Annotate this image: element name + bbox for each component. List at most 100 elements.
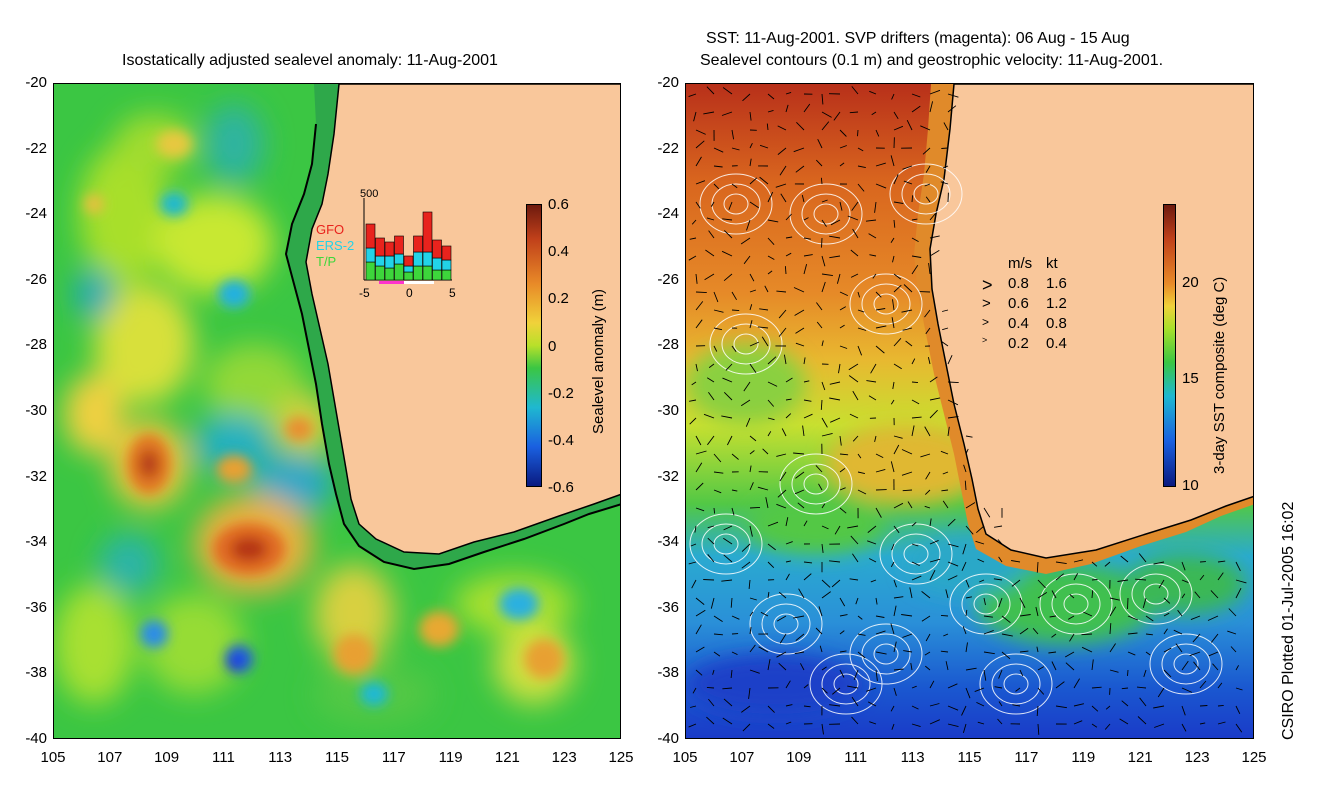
sealevel-cb-tick-0: 0.6 <box>548 196 569 213</box>
velocity-arrow <box>961 705 967 716</box>
velocity-arrow <box>1136 686 1147 689</box>
sealevel-contour <box>1051 583 1101 625</box>
velocity-arrow <box>760 611 769 617</box>
velocity-arrow <box>929 397 941 401</box>
velocity-arrow <box>767 255 775 260</box>
inset-bar <box>394 253 404 265</box>
velocity-arrow <box>1073 678 1080 689</box>
velocity-arrow <box>849 578 859 581</box>
velocity-arrow <box>975 540 985 545</box>
velocity-arrow <box>708 363 715 368</box>
sealevel-contour <box>749 593 823 655</box>
velocity-arrow <box>867 701 877 707</box>
velocity-arrow <box>1067 615 1075 620</box>
velocity-arrow <box>839 324 845 329</box>
velocity-arrow <box>941 489 949 492</box>
sealevel-contour <box>801 193 851 235</box>
velocity-arrow <box>1091 705 1099 712</box>
velocity-arrow <box>940 614 949 617</box>
inset-bar <box>375 265 385 281</box>
velocity-arrow <box>749 363 757 374</box>
velocity-arrow <box>1177 609 1183 617</box>
velocity-arrow <box>943 122 949 131</box>
velocity-arrow <box>821 121 830 131</box>
velocity-arrow <box>974 687 985 693</box>
velocity-arrow <box>688 561 697 565</box>
velocity-arrow <box>892 299 895 311</box>
velocity-arrow <box>695 462 703 473</box>
velocity-arrow <box>901 449 913 455</box>
velocity-arrow <box>785 721 792 725</box>
velocity-arrow <box>947 93 959 98</box>
velocity-arrow <box>731 129 735 140</box>
velocity-arrow <box>803 380 810 383</box>
velocity-arrow <box>965 596 972 599</box>
velocity-arrow <box>1037 592 1048 599</box>
velocity-arrow <box>821 281 826 293</box>
velocity-arrow <box>708 230 715 239</box>
velocity-arrow <box>743 381 751 392</box>
left-sealevel-map[interactable]: 500 -5 0 5 GFO ERS-2 T/P 0.6 0.4 0.2 0 -0.2 -… <box>53 83 621 739</box>
velocity-arrow <box>839 597 846 607</box>
velocity-arrow <box>745 417 751 427</box>
sealevel-contour <box>1063 593 1089 615</box>
velocity-arrow <box>731 345 737 352</box>
velocity-arrow <box>695 669 703 676</box>
velocity-arrow <box>695 291 707 294</box>
velocity-arrow <box>1091 590 1094 599</box>
velocity-arrow <box>998 556 1003 563</box>
velocity-arrow <box>857 147 864 152</box>
velocity-arrow <box>925 471 931 480</box>
velocity-arrow <box>839 453 849 456</box>
velocity-arrow <box>1154 723 1165 728</box>
right-sst-map[interactable]: 20 15 10 3-day SST composite (deg C) m/s… <box>685 83 1254 739</box>
velocity-arrow <box>793 615 805 619</box>
velocity-arrow <box>928 263 931 275</box>
velocity-arrow <box>1153 561 1165 565</box>
velocity-arrow <box>731 507 735 516</box>
velocity-arrow <box>892 381 895 390</box>
velocity-arrow <box>893 337 902 347</box>
velocity-arrow <box>839 201 843 211</box>
velocity-arrow <box>829 235 841 239</box>
sealevel-cb-tick-4: -0.2 <box>548 384 574 402</box>
right-ytick-7: -34 <box>657 533 679 551</box>
sealevel-contour <box>791 463 841 505</box>
velocity-arrow <box>821 432 833 437</box>
velocity-arrow <box>893 444 900 455</box>
right-map-title-line2: Sealevel contours (0.1 m) and geostrophi… <box>700 52 1164 69</box>
velocity-arrow <box>695 609 706 617</box>
sealevel-cb-tick-5: -0.4 <box>548 431 574 449</box>
velocity-arrow <box>911 255 922 258</box>
velocity-arrow <box>1109 606 1117 617</box>
velocity-arrow <box>776 503 787 509</box>
velocity-arrow <box>767 399 775 407</box>
velocity-arrow <box>1235 579 1247 584</box>
inset-bar <box>441 269 452 281</box>
velocity-arrow <box>1065 662 1075 671</box>
right-xtick-2: 109 <box>786 749 812 766</box>
velocity-arrow <box>924 489 931 495</box>
velocity-arrow <box>1109 669 1119 673</box>
velocity-arrow <box>741 705 751 713</box>
right-xtick-0: 105 <box>672 749 698 766</box>
velocity-arrow <box>962 543 967 555</box>
velocity-arrow <box>839 435 842 446</box>
velocity-arrow <box>713 291 719 303</box>
speed-arrow-3: > <box>982 335 988 345</box>
velocity-arrow <box>1011 579 1021 587</box>
velocity-arrow <box>911 358 916 365</box>
velocity-arrow <box>1163 669 1172 678</box>
velocity-arrow <box>872 273 877 279</box>
velocity-arrow <box>749 304 753 311</box>
velocity-arrow <box>998 701 1003 707</box>
inset-bar <box>422 211 433 253</box>
velocity-arrow <box>794 489 805 495</box>
velocity-arrow <box>890 705 895 712</box>
velocity-arrow <box>1109 643 1116 653</box>
velocity-arrow <box>839 614 848 617</box>
velocity-arrow <box>829 704 841 707</box>
velocity-arrow <box>830 219 841 226</box>
velocity-arrow <box>997 539 1003 545</box>
velocity-arrow <box>1127 632 1138 635</box>
